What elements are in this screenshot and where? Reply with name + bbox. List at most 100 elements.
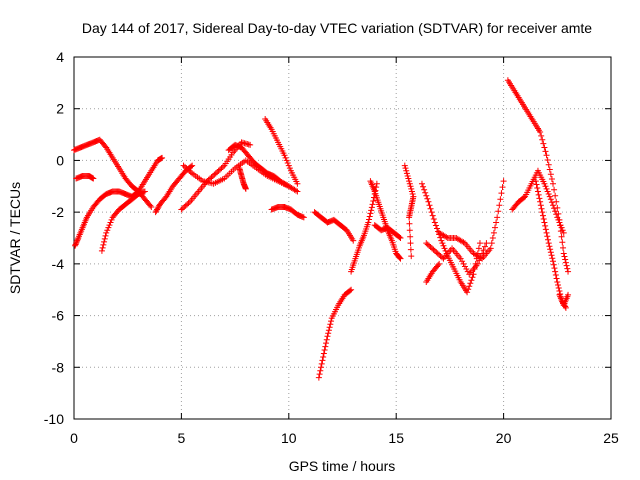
data-point (180, 162, 187, 169)
data-point (179, 205, 186, 212)
y-tick-label: -8 (52, 359, 65, 375)
data-point (435, 262, 442, 269)
data-point (286, 165, 293, 172)
data-point (406, 180, 413, 187)
data-point (99, 244, 106, 251)
data-point (558, 233, 565, 240)
data-point (185, 200, 192, 207)
data-point (211, 171, 218, 178)
y-tick-label: 2 (56, 101, 64, 117)
data-point (537, 198, 544, 205)
data-point (98, 247, 105, 254)
data-point (547, 196, 554, 203)
data-point (550, 202, 557, 209)
series-track (371, 222, 404, 241)
data-point (283, 157, 290, 164)
data-point (397, 255, 404, 262)
data-point (461, 263, 468, 270)
data-point (537, 202, 544, 209)
data-point (475, 245, 482, 252)
series-track (436, 178, 507, 262)
data-point (429, 245, 435, 252)
data-point (407, 240, 414, 247)
data-point (469, 274, 476, 281)
data-point (285, 162, 292, 169)
data-point (424, 195, 431, 202)
series-track (348, 180, 380, 275)
data-point (487, 245, 494, 252)
series-track (504, 77, 572, 275)
data-point (460, 260, 467, 267)
data-point (498, 190, 505, 197)
data-point (420, 183, 427, 190)
data-point (320, 350, 327, 357)
data-point (141, 188, 148, 195)
data-point (534, 185, 541, 192)
data-point (553, 211, 560, 218)
data-point (315, 374, 322, 381)
y-axis-label: SDTVAR / TECUs (7, 182, 23, 294)
data-point (396, 234, 403, 241)
data-point (215, 167, 222, 174)
series-track (367, 178, 404, 262)
data-point (483, 240, 490, 247)
y-tick-label: 4 (56, 49, 64, 65)
data-point (348, 286, 355, 293)
series-track (262, 116, 301, 187)
data-point (540, 140, 547, 147)
data-point (367, 210, 374, 217)
data-point (104, 227, 111, 234)
data-point (496, 202, 503, 209)
y-tick-label: -4 (52, 256, 65, 272)
series-track (315, 286, 355, 381)
data-point (90, 175, 97, 182)
data-point (100, 241, 107, 248)
data-point (565, 268, 572, 275)
data-point (326, 324, 333, 331)
data-point (557, 222, 564, 229)
data-point (467, 280, 474, 287)
series-track (71, 136, 155, 210)
data-point (533, 181, 540, 188)
data-point (546, 166, 553, 173)
data-point (430, 246, 437, 253)
series-track (268, 203, 307, 221)
data-point (542, 226, 549, 233)
data-point (562, 259, 569, 266)
data-point (147, 202, 154, 209)
data-point (328, 318, 335, 325)
data-point (72, 241, 79, 248)
data-point (543, 229, 550, 236)
data-point (408, 185, 415, 192)
data-point (155, 203, 162, 210)
data-point (544, 188, 551, 195)
data-point (327, 321, 334, 328)
data-points (71, 77, 572, 381)
series-track (72, 154, 166, 249)
data-point (323, 340, 330, 347)
data-point (402, 165, 409, 172)
data-point (209, 172, 216, 179)
data-point (431, 219, 438, 226)
data-point (154, 205, 161, 212)
data-point (403, 170, 410, 177)
data-point (551, 205, 558, 212)
data-point (495, 208, 502, 215)
y-tick-label: -6 (52, 308, 65, 324)
data-point (464, 289, 471, 296)
data-point (325, 327, 332, 334)
data-point (537, 128, 544, 135)
series-track (311, 209, 357, 244)
data-point (369, 201, 376, 208)
data-point (536, 195, 543, 202)
data-point (544, 233, 551, 240)
data-point (464, 268, 471, 275)
data-point (468, 277, 475, 284)
data-point (218, 165, 225, 172)
data-point (552, 192, 559, 199)
data-point (423, 192, 430, 199)
x-tick-label: 20 (496, 430, 512, 446)
data-point (407, 183, 414, 190)
y-tick-label: -2 (52, 204, 65, 220)
